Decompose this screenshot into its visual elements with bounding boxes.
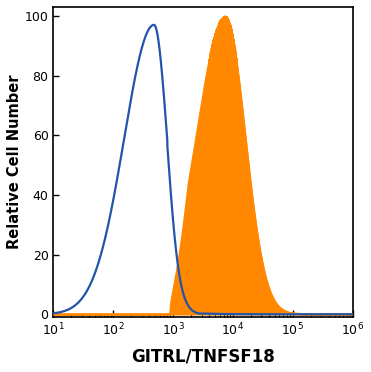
- X-axis label: GITRL/TNFSF18: GITRL/TNFSF18: [131, 347, 275, 365]
- Y-axis label: Relative Cell Number: Relative Cell Number: [7, 75, 22, 249]
